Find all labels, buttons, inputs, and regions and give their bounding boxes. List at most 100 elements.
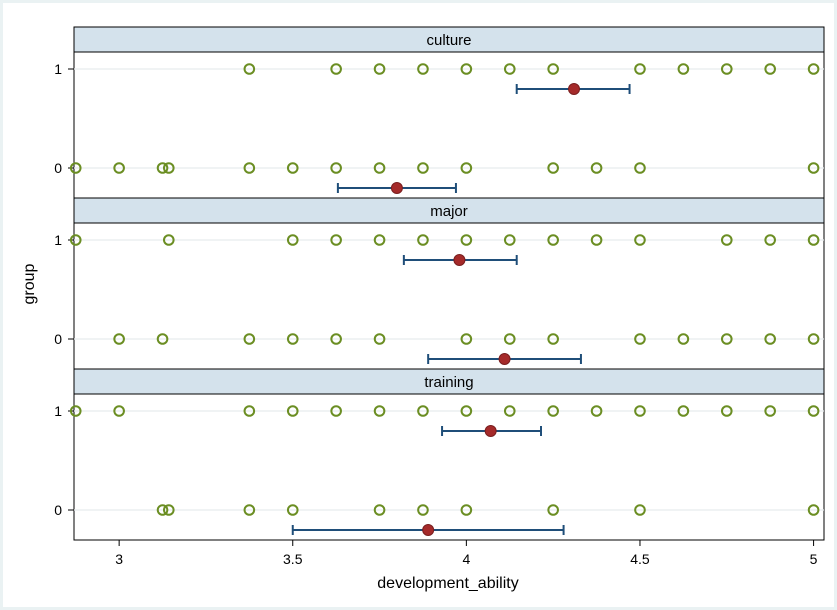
data-point — [807, 234, 820, 246]
data-point — [634, 162, 646, 174]
data-point — [417, 234, 429, 246]
data-point — [720, 63, 733, 75]
data-point — [460, 234, 473, 246]
data-point — [156, 504, 169, 516]
data-point — [547, 504, 559, 516]
data-point — [373, 63, 386, 75]
data-point — [720, 333, 733, 345]
data-point — [764, 405, 776, 417]
x-tick-label: 4 — [462, 551, 470, 567]
mean-marker — [422, 524, 435, 536]
data-point — [807, 405, 820, 417]
x-axis-title: development_ability — [377, 575, 518, 592]
data-point — [677, 63, 690, 75]
mean-marker — [390, 182, 403, 194]
data-point — [677, 405, 690, 417]
data-point — [634, 504, 646, 516]
data-point — [286, 333, 299, 345]
data-point — [243, 63, 256, 75]
data-point — [460, 405, 473, 417]
x-tick-label: 5 — [810, 551, 818, 567]
strip-title: training — [424, 374, 473, 391]
data-point — [330, 405, 342, 417]
data-point — [330, 234, 342, 246]
mean-marker — [498, 353, 511, 365]
data-point — [503, 333, 516, 345]
data-point — [243, 333, 256, 345]
data-point — [547, 333, 559, 345]
data-point — [460, 504, 473, 516]
y-tick-label: 1 — [54, 403, 62, 419]
data-point — [286, 504, 299, 516]
data-point — [417, 162, 429, 174]
data-point — [69, 405, 82, 417]
data-point — [330, 162, 342, 174]
data-point — [373, 504, 386, 516]
data-point — [113, 162, 125, 174]
data-point — [590, 162, 603, 174]
data-point — [286, 234, 299, 246]
data-point — [156, 333, 169, 345]
strip-title: culture — [426, 32, 471, 49]
panel-training: training 0 1 — [54, 368, 825, 541]
data-point — [503, 234, 516, 246]
panel-major: major 0 1 — [54, 197, 825, 370]
data-point — [286, 405, 299, 417]
strip-title: major — [430, 203, 468, 220]
data-point — [807, 63, 820, 75]
data-point — [807, 162, 820, 174]
data-point — [69, 234, 82, 246]
data-point — [503, 405, 516, 417]
y-tick-label: 0 — [54, 160, 62, 176]
data-point — [547, 234, 559, 246]
data-point — [634, 63, 646, 75]
data-point — [243, 504, 256, 516]
y-axis-title: group — [21, 263, 38, 304]
data-point — [69, 162, 82, 174]
data-point — [162, 504, 175, 516]
data-point — [162, 162, 175, 174]
y-tick-label: 0 — [54, 331, 62, 347]
data-point — [503, 63, 516, 75]
x-tick-label: 4.5 — [630, 551, 650, 567]
data-point — [243, 162, 256, 174]
data-point — [590, 405, 603, 417]
data-point — [764, 333, 776, 345]
data-point — [764, 234, 776, 246]
data-point — [373, 234, 386, 246]
data-point — [373, 162, 386, 174]
data-point — [677, 333, 690, 345]
plot-region — [73, 51, 825, 199]
data-point — [373, 333, 386, 345]
data-point — [634, 405, 646, 417]
data-point — [720, 234, 733, 246]
panel-culture: culture 0 1 — [54, 26, 825, 199]
data-point — [764, 63, 776, 75]
mean-marker — [568, 83, 580, 95]
data-point — [243, 405, 256, 417]
data-point — [807, 504, 820, 516]
data-point — [113, 405, 125, 417]
x-tick-label: 3 — [115, 551, 123, 567]
data-point — [113, 333, 125, 345]
data-point — [286, 162, 299, 174]
data-point — [547, 63, 559, 75]
data-point — [634, 333, 646, 345]
data-point — [460, 63, 473, 75]
data-point — [460, 333, 473, 345]
strip-major — [73, 197, 825, 224]
y-tick-label: 0 — [54, 502, 62, 518]
data-point — [417, 405, 429, 417]
data-point — [330, 333, 342, 345]
x-axis: 3 3.5 4 4.5 5 — [115, 540, 818, 567]
mean-marker — [484, 425, 497, 437]
data-point — [590, 234, 603, 246]
data-point — [460, 162, 473, 174]
plot-region — [73, 222, 825, 370]
data-point — [417, 63, 429, 75]
x-tick-label: 3.5 — [283, 551, 303, 567]
data-point — [156, 162, 169, 174]
data-point — [330, 63, 342, 75]
plot-region — [73, 393, 825, 541]
